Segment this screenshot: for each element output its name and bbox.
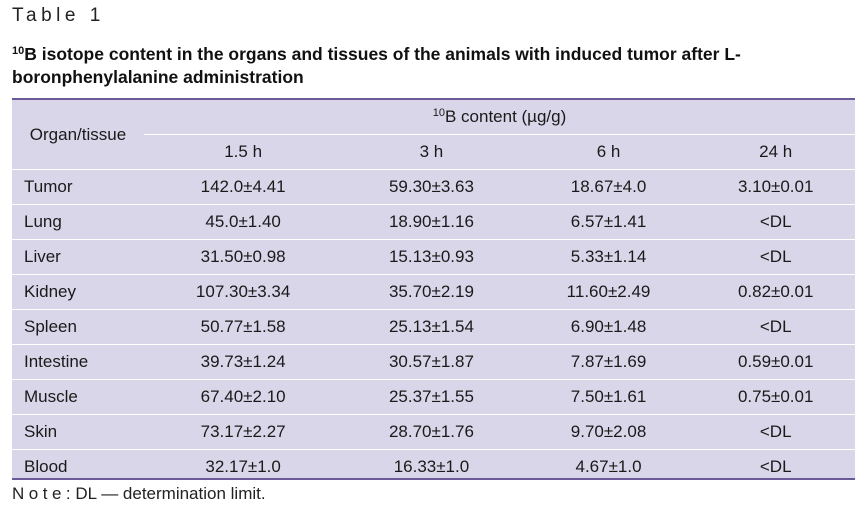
organ-column-header: Organ/tissue — [29, 124, 127, 144]
value-cell: 0.82±0.01 — [696, 274, 855, 310]
value-cell: 142.0±4.41 — [144, 169, 343, 205]
value-cell: 5.33±1.14 — [520, 239, 697, 275]
value-cell: 18.90±1.16 — [342, 204, 521, 240]
note-text: : DL — determination limit. — [65, 484, 266, 503]
value-cell: 0.59±0.01 — [696, 344, 855, 380]
table-row: Lung 45.0±1.40 18.90±1.16 6.57±1.41 <DL — [12, 204, 855, 240]
table-row: Kidney 107.30±3.34 35.70±2.19 11.60±2.49 0.8… — [12, 274, 855, 310]
table-title: 10B isotope content in the organs and ti… — [12, 40, 857, 89]
group-header-text: B content (µg/g) — [444, 107, 567, 126]
value-cell: 35.70±2.19 — [342, 274, 521, 310]
table-note: Note: DL — determination limit. — [12, 484, 266, 504]
value-cell: 25.13±1.54 — [342, 309, 521, 345]
table-row: Muscle 67.40±2.10 25.37±1.55 7.50±1.61 0.75±… — [12, 379, 855, 415]
organ-cell: Blood — [12, 449, 144, 484]
organ-cell: Tumor — [12, 169, 144, 205]
column-header: 1.5 h — [224, 142, 263, 161]
value-cell: 9.70±2.08 — [520, 414, 697, 450]
value-cell: 28.70±1.76 — [342, 414, 521, 450]
table-row: Liver 31.50±0.98 15.13±0.93 5.33±1.14 <DL — [12, 239, 855, 275]
organ-cell: Lung — [12, 204, 144, 240]
value-cell: 6.90±1.48 — [520, 309, 697, 345]
organ-cell: Spleen — [12, 309, 144, 345]
column-header: 6 h — [596, 142, 621, 161]
data-table: Organ/tissue 10B content (µg/g) 1.5 h 3 … — [12, 100, 855, 484]
table-row: Intestine 39.73±1.24 30.57±1.87 7.87±1.69 0.… — [12, 344, 855, 380]
table-row: Blood 32.17±1.0 16.33±1.0 4.67±1.0 <DL — [12, 449, 855, 484]
value-cell: <DL — [696, 204, 855, 240]
value-cell: 73.17±2.27 — [144, 414, 343, 450]
value-cell: 7.50±1.61 — [520, 379, 697, 415]
table-body: Tumor 142.0±4.41 59.30±3.63 18.67±4.0 3.10±0… — [12, 169, 855, 484]
table-row: Tumor 142.0±4.41 59.30±3.63 18.67±4.0 3.10±0… — [12, 169, 855, 205]
value-cell: 59.30±3.63 — [342, 169, 521, 205]
table-row: Spleen 50.77±1.58 25.13±1.54 6.90±1.48 <DL — [12, 309, 855, 345]
column-header: 3 h — [419, 142, 444, 161]
value-cell: 4.67±1.0 — [520, 449, 697, 484]
title-text: B isotope content in the organs and tiss… — [12, 44, 741, 87]
value-cell: 107.30±3.34 — [144, 274, 343, 310]
organ-cell: Intestine — [12, 344, 144, 380]
value-cell: 15.13±0.93 — [342, 239, 521, 275]
organ-cell: Kidney — [12, 274, 144, 310]
value-cell: <DL — [696, 239, 855, 275]
value-cell: 7.87±1.69 — [520, 344, 697, 380]
value-cell: 50.77±1.58 — [144, 309, 343, 345]
title-superscript: 10 — [12, 45, 25, 57]
table-label: Table 1 — [12, 5, 105, 26]
organ-cell: Liver — [12, 239, 144, 275]
column-header: 24 h — [759, 142, 793, 161]
value-cell: 11.60±2.49 — [520, 274, 697, 310]
value-cell: 67.40±2.10 — [144, 379, 343, 415]
value-cell: 0.75±0.01 — [696, 379, 855, 415]
boron-content-header: 10B content (µg/g) — [144, 100, 855, 135]
value-cell: <DL — [696, 449, 855, 484]
table-row: Skin 73.17±2.27 28.70±1.76 9.70±2.08 <DL — [12, 414, 855, 450]
value-cell: 32.17±1.0 — [144, 449, 343, 484]
value-cell: <DL — [696, 309, 855, 345]
note-lead: Note — [12, 484, 66, 503]
organ-cell: Muscle — [12, 379, 144, 415]
value-cell: 25.37±1.55 — [342, 379, 521, 415]
value-cell: 39.73±1.24 — [144, 344, 343, 380]
value-cell: 45.0±1.40 — [144, 204, 343, 240]
value-cell: 6.57±1.41 — [520, 204, 697, 240]
value-cell: 16.33±1.0 — [342, 449, 521, 484]
value-cell: 31.50±0.98 — [144, 239, 343, 275]
value-cell: 3.10±0.01 — [696, 169, 855, 205]
value-cell: 30.57±1.87 — [342, 344, 521, 380]
group-header-superscript: 10 — [432, 107, 445, 119]
value-cell: 18.67±4.0 — [520, 169, 697, 205]
organ-cell: Skin — [12, 414, 144, 450]
data-table-container: Organ/tissue 10B content (µg/g) 1.5 h 3 … — [12, 98, 855, 484]
value-cell: <DL — [696, 414, 855, 450]
